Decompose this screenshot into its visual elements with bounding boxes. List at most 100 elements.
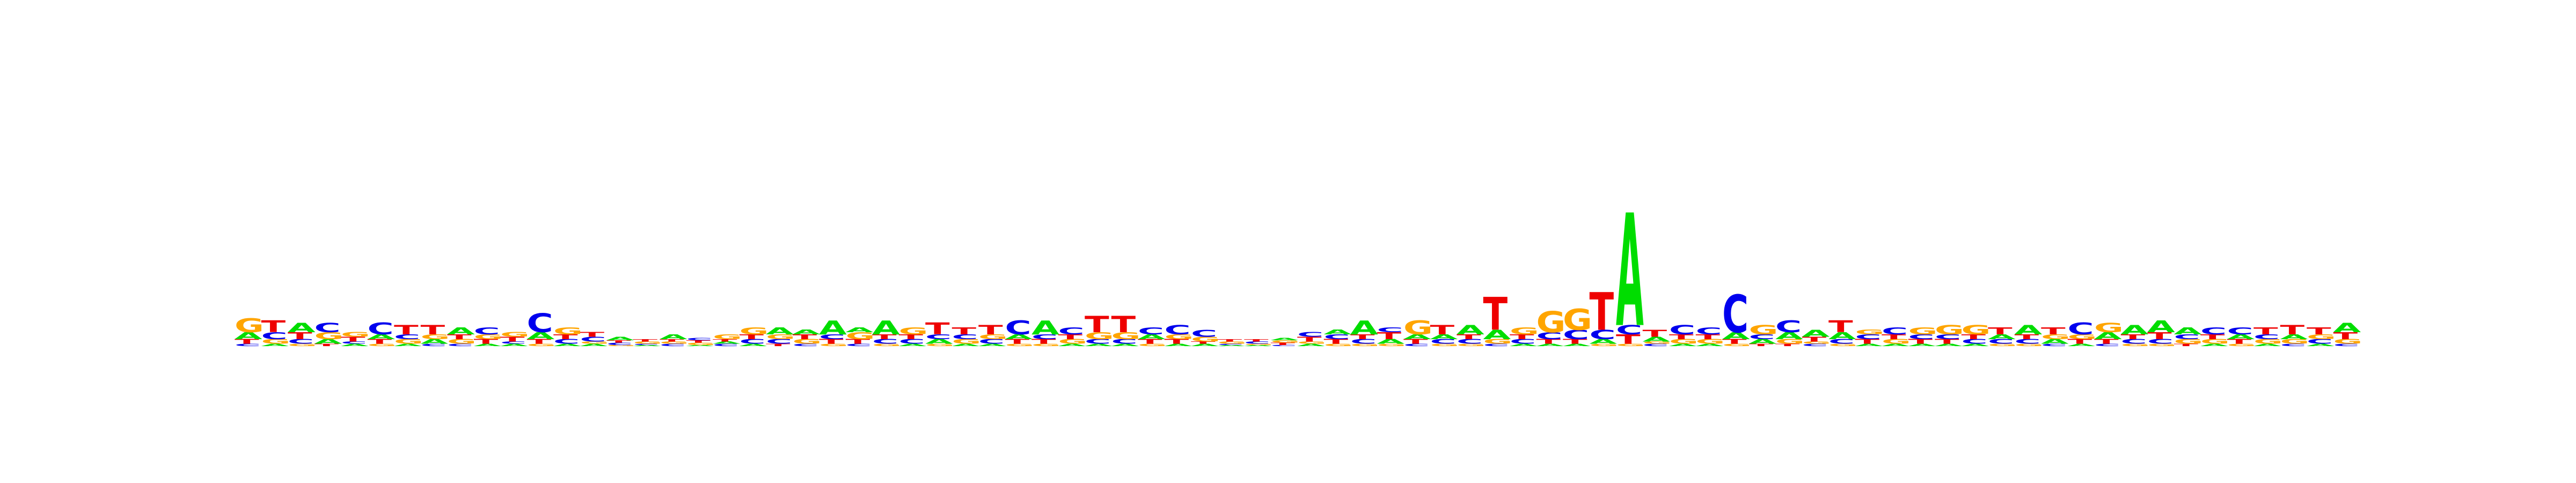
logo-letter-g: G	[2333, 338, 2362, 346]
logo-letter-c: C	[553, 338, 580, 346]
logo-letter-g: G	[314, 330, 343, 341]
logo-letter-a: A	[1988, 333, 2016, 341]
logo-letter-g: G	[792, 338, 822, 346]
logo-letter-g: G	[2200, 338, 2230, 346]
logo-letter-t: T	[553, 333, 578, 341]
logo-letter-g: G	[1111, 330, 1140, 341]
logo-letter-g: G	[1642, 341, 1672, 345]
logo-letter-t: T	[1695, 333, 1720, 341]
logo-letter-t: T	[2333, 330, 2358, 341]
logo-letter-t: T	[1005, 338, 1029, 346]
logo-letter-c: C	[1244, 341, 1270, 345]
logo-letter-t: T	[2147, 330, 2172, 341]
logo-letter-a: A	[2174, 325, 2201, 336]
logo-letter-t: T	[2120, 333, 2145, 341]
logo-letter-g: G	[1988, 343, 2017, 347]
logo-letter-a: A	[1510, 343, 1538, 347]
logo-letter-c: C	[713, 343, 739, 347]
logo-letter-c: C	[633, 343, 659, 345]
logo-letter-c: C	[2014, 338, 2040, 346]
logo-letter-c: C	[473, 325, 500, 336]
logo-letter-c: C	[1377, 326, 1403, 334]
logo-letter-g: G	[1935, 323, 1964, 338]
logo-letter-c: C	[1510, 338, 1536, 346]
logo-letter-g: G	[1510, 325, 1539, 336]
logo-letter-g: G	[1031, 343, 1061, 347]
logo-letter-a: A	[447, 325, 475, 336]
logo-letter-a: A	[341, 343, 369, 347]
logo-letter-c: C	[1031, 333, 1058, 341]
logo-letter-a: A	[473, 343, 501, 347]
logo-letter-c: C	[1111, 338, 1137, 346]
logo-letter-g: G	[2147, 343, 2177, 347]
logo-letter-t: T	[1031, 338, 1056, 346]
logo-letter-g: G	[739, 325, 769, 336]
logo-letter-g: G	[2253, 338, 2283, 346]
logo-letter-t: T	[872, 333, 897, 341]
logo-letter-c: C	[1297, 331, 1323, 339]
logo-letter-a: A	[1430, 333, 1458, 341]
logo-letter-c: C	[1828, 338, 1855, 346]
logo-letter-t: T	[633, 339, 657, 342]
logo-letter-a: A	[606, 336, 634, 341]
logo-letter-c: C	[580, 335, 606, 343]
logo-letter-g: G	[420, 333, 450, 341]
logo-letter-g: G	[1377, 343, 1406, 347]
logo-letter-g: G	[1085, 330, 1114, 341]
logo-letter-g: G	[845, 330, 875, 341]
logo-letter-t: T	[1775, 343, 1800, 347]
logo-letter-g: G	[2067, 333, 2097, 341]
logo-letter-c: C	[1430, 338, 1456, 346]
logo-letter-c: C	[2094, 343, 2120, 347]
logo-letter-t: T	[394, 323, 419, 338]
logo-letter-t: T	[1802, 335, 1826, 343]
logo-letter-c: C	[766, 338, 792, 346]
logo-letter-t: T	[978, 323, 1004, 338]
logo-letter-t: T	[1457, 333, 1481, 341]
logo-letter-c: C	[2280, 343, 2306, 347]
logo-letter-a: A	[1297, 343, 1325, 347]
logo-letter-a: A	[2333, 320, 2361, 335]
logo-letter-g: G	[1536, 306, 1565, 339]
logo-letter-a: A	[367, 333, 395, 341]
logo-letter-c: C	[845, 343, 872, 347]
logo-letter-a: A	[2041, 338, 2069, 346]
logo-letter-c: C	[2200, 325, 2227, 336]
logo-letter-a: A	[1589, 338, 1617, 346]
logo-letter-c: C	[898, 338, 925, 346]
logo-letter-c: C	[341, 341, 367, 345]
logo-letter-a: A	[1775, 330, 1803, 341]
logo-letter-t: T	[1616, 332, 1641, 347]
logo-letter-g: G	[1855, 328, 1884, 336]
logo-letter-t: T	[2067, 338, 2092, 346]
logo-letter-a: A	[819, 317, 847, 339]
logo-letter-t: T	[792, 333, 817, 341]
logo-letter-a: A	[925, 338, 953, 346]
logo-letter-g: G	[872, 343, 902, 347]
logo-letter-t: T	[420, 323, 445, 338]
logo-letter-a: A	[1031, 317, 1059, 339]
logo-letter-c: C	[1589, 327, 1615, 342]
logo-letter-g: G	[447, 338, 477, 346]
logo-letter-g: G	[580, 341, 609, 345]
logo-letter-a: A	[1935, 343, 1963, 347]
